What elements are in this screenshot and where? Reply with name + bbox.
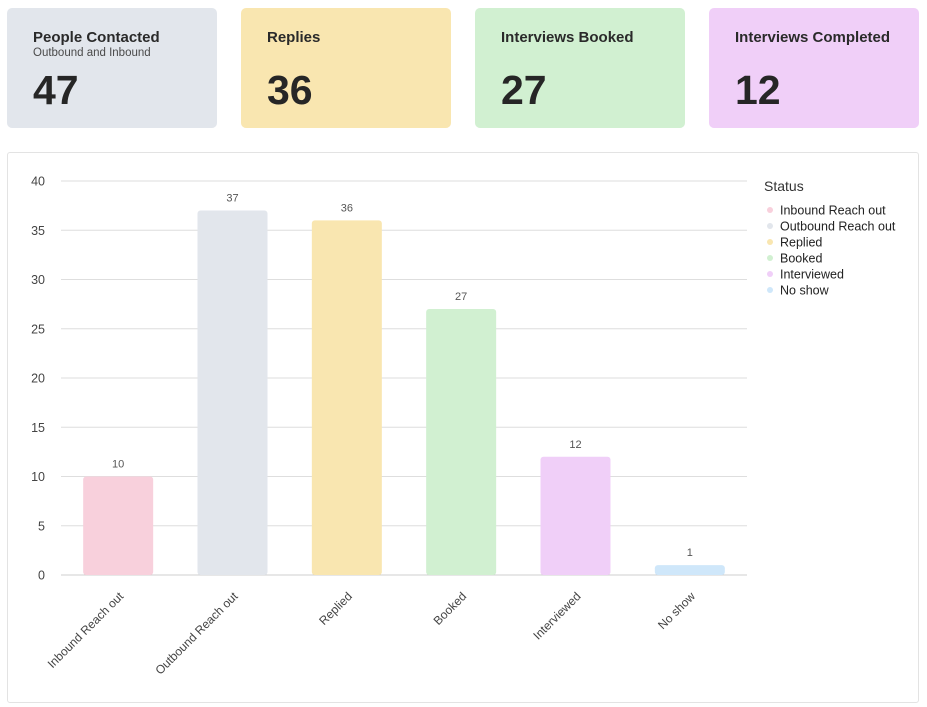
kpi-card-replies: Replies 36 — [241, 8, 451, 128]
x-tick-label: Replied — [316, 589, 355, 628]
bar[interactable] — [654, 565, 725, 575]
kpi-subtitle: Outbound and Inbound — [33, 47, 151, 59]
kpi-title: Replies — [267, 29, 321, 46]
chart-legend: Status Inbound Reach out Outbound Reach ou… — [764, 178, 896, 298]
x-axis-ticks: Inbound Reach out Outbound Reach out Repli… — [45, 589, 699, 678]
kpi-title: Interviews Booked — [501, 29, 634, 46]
bar[interactable] — [426, 309, 497, 575]
status-chart-card: 0 5 10 15 20 25 30 35 40 10 37 36 27 12 1 Inbound Rea… — [7, 152, 919, 703]
kpi-value: 47 — [33, 67, 79, 113]
legend-item[interactable]: Interviewed — [780, 268, 844, 282]
kpi-card-interviews-booked: Interviews Booked 27 — [475, 8, 685, 128]
legend-item[interactable]: Inbound Reach out — [780, 204, 886, 218]
kpi-value: 12 — [735, 67, 781, 113]
bar[interactable] — [83, 476, 154, 576]
y-tick-label: 30 — [31, 273, 45, 287]
x-tick-label: Interviewed — [530, 589, 583, 642]
y-tick-label: 40 — [31, 175, 45, 189]
legend-item[interactable]: No show — [780, 284, 830, 298]
x-tick-label: Outbound Reach out — [152, 589, 241, 678]
kpi-title: Interviews Completed — [735, 29, 891, 46]
legend-swatch — [767, 287, 773, 293]
y-tick-label: 10 — [31, 470, 45, 484]
bar-value-label: 10 — [112, 459, 124, 471]
legend-item[interactable]: Booked — [780, 252, 822, 266]
bar-value-label: 27 — [455, 291, 467, 303]
bar-value-label: 1 — [687, 547, 693, 559]
kpi-value: 27 — [501, 67, 547, 113]
x-tick-label: Inbound Reach out — [45, 589, 127, 671]
kpi-value: 36 — [267, 67, 313, 113]
y-axis-ticks: 0 5 10 15 20 25 30 35 40 — [31, 175, 45, 583]
legend-item[interactable]: Replied — [780, 236, 822, 250]
y-tick-label: 20 — [31, 372, 45, 386]
bar[interactable] — [540, 456, 611, 575]
x-tick-label: Booked — [431, 589, 470, 628]
y-tick-label: 15 — [31, 421, 45, 435]
kpi-title: People Contacted — [33, 29, 160, 46]
chart-grid — [61, 180, 747, 576]
kpi-card-people-contacted: People Contacted Outbound and Inbound 47 — [7, 8, 217, 128]
legend-swatch — [767, 271, 773, 277]
bar-value-label: 12 — [569, 439, 581, 451]
legend-title: Status — [764, 178, 804, 194]
bar-value-label: 36 — [341, 202, 353, 214]
kpi-card-interviews-completed: Interviews Completed 12 — [709, 8, 919, 128]
legend-swatch — [767, 223, 773, 229]
legend-swatch — [767, 255, 773, 261]
legend-swatch — [767, 207, 773, 213]
bar[interactable] — [197, 210, 268, 576]
legend-item[interactable]: Outbound Reach out — [780, 220, 896, 234]
status-bar-chart: 0 5 10 15 20 25 30 35 40 10 37 36 27 12 1 Inbound Rea… — [31, 175, 896, 678]
legend-swatch — [767, 239, 773, 245]
y-tick-label: 35 — [31, 224, 45, 238]
chart-bars — [83, 210, 725, 576]
y-tick-label: 25 — [31, 322, 45, 336]
data-labels: 10 37 36 27 12 1 — [112, 193, 693, 560]
bar-value-label: 37 — [226, 193, 238, 205]
y-tick-label: 5 — [38, 519, 45, 533]
bar[interactable] — [311, 220, 382, 575]
y-tick-label: 0 — [38, 569, 45, 583]
x-tick-label: No show — [655, 589, 698, 632]
